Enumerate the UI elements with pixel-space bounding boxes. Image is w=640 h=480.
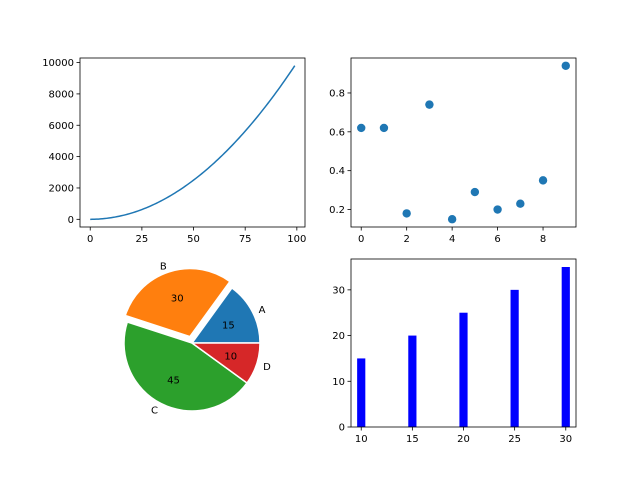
bar-30	[561, 267, 570, 427]
scatter-chart-x-tick-label: 6	[494, 234, 500, 245]
bar-chart-x-tick-label: 15	[406, 434, 419, 445]
scatter-point	[357, 123, 366, 133]
pie-slice-label: B	[160, 261, 167, 272]
line-chart-x-tick-label: 75	[239, 234, 252, 245]
bar-chart-axes-frame	[350, 258, 577, 428]
scatter-point	[470, 187, 480, 197]
bar-chart-x-tick-label: 30	[559, 434, 572, 445]
line-chart-axes-frame	[79, 57, 306, 228]
scatter-point	[516, 199, 525, 208]
pie-slice-c	[123, 321, 249, 412]
pie-chart-panel: A 15 B 30 C 45 D 10	[123, 261, 271, 417]
line-chart-x-tick-label: 100	[287, 234, 306, 245]
scatter-chart-x-tick-label: 4	[449, 234, 455, 245]
bar-chart-y-tick-label: 10	[332, 377, 345, 388]
line-chart-y-tick-label: 0	[68, 215, 74, 226]
scatter-point	[561, 61, 570, 70]
pie-value-label: 30	[171, 294, 184, 305]
scatter-chart-y-tick-label: 0.6	[329, 127, 345, 138]
pie-slice-a	[190, 286, 261, 344]
scatter-point	[402, 209, 411, 218]
pie-slice-b	[124, 267, 231, 338]
bar-chart-x-tick-label: 20	[457, 434, 470, 445]
line-chart-y-tick-label: 8000	[49, 89, 74, 100]
pie-slice-d	[189, 342, 261, 385]
pie-value-label: 45	[167, 375, 180, 386]
scatter-point	[447, 215, 457, 224]
scatter-point	[538, 176, 548, 185]
bar-chart-x-tick-label: 25	[508, 434, 521, 445]
line-chart-x-tick-label: 25	[136, 234, 149, 245]
scatter-chart-y-tick-label: 0.4	[329, 166, 345, 177]
line-chart-y-tick-label: 6000	[49, 121, 74, 132]
line-chart-y-tick-label: 10000	[42, 58, 74, 69]
line-chart-panel: 0 25 50 75 100 0 2000 4000 6000 8000 10000	[42, 57, 306, 245]
bar-chart-y-tick-label: 20	[332, 331, 345, 342]
line-chart-x-tick-label: 50	[187, 234, 200, 245]
scatter-chart-axes-frame	[350, 57, 577, 228]
pie-slice-label: C	[151, 406, 158, 417]
bar-15	[408, 335, 417, 427]
scatter-chart-x-tick-label: 8	[540, 234, 546, 245]
pie-value-label: 10	[224, 352, 237, 363]
bar-chart-y-tick-label: 30	[332, 285, 345, 296]
scatter-chart-y-tick-label: 0.8	[329, 88, 345, 99]
line-chart-y-tick-label: 4000	[49, 152, 74, 163]
bar-chart-panel: 10 15 20 25 30 0 10 20 30	[332, 258, 577, 445]
pie-slice-label: D	[263, 362, 271, 373]
bar-10	[357, 358, 366, 427]
bar-25	[510, 289, 519, 427]
bar-chart-y-tick-label: 0	[339, 423, 345, 434]
line-series	[90, 65, 296, 221]
scatter-chart-y-tick-label: 0.2	[329, 205, 345, 216]
line-chart-y-tick-label: 2000	[49, 183, 74, 194]
scatter-chart-x-tick-label: 0	[358, 234, 364, 245]
bar-20	[459, 312, 468, 427]
scatter-chart-panel: 0 2 4 6 8 0.2 0.4 0.6 0.8	[329, 57, 577, 245]
line-chart-x-tick-label: 0	[87, 234, 93, 245]
pie-slice-label: A	[259, 305, 266, 316]
bar-chart-x-tick-label: 10	[355, 434, 368, 445]
scatter-point	[493, 205, 502, 214]
scatter-point	[425, 100, 434, 109]
scatter-point	[379, 123, 389, 133]
pie-value-label: 15	[222, 320, 235, 331]
scatter-chart-x-tick-label: 2	[403, 234, 409, 245]
